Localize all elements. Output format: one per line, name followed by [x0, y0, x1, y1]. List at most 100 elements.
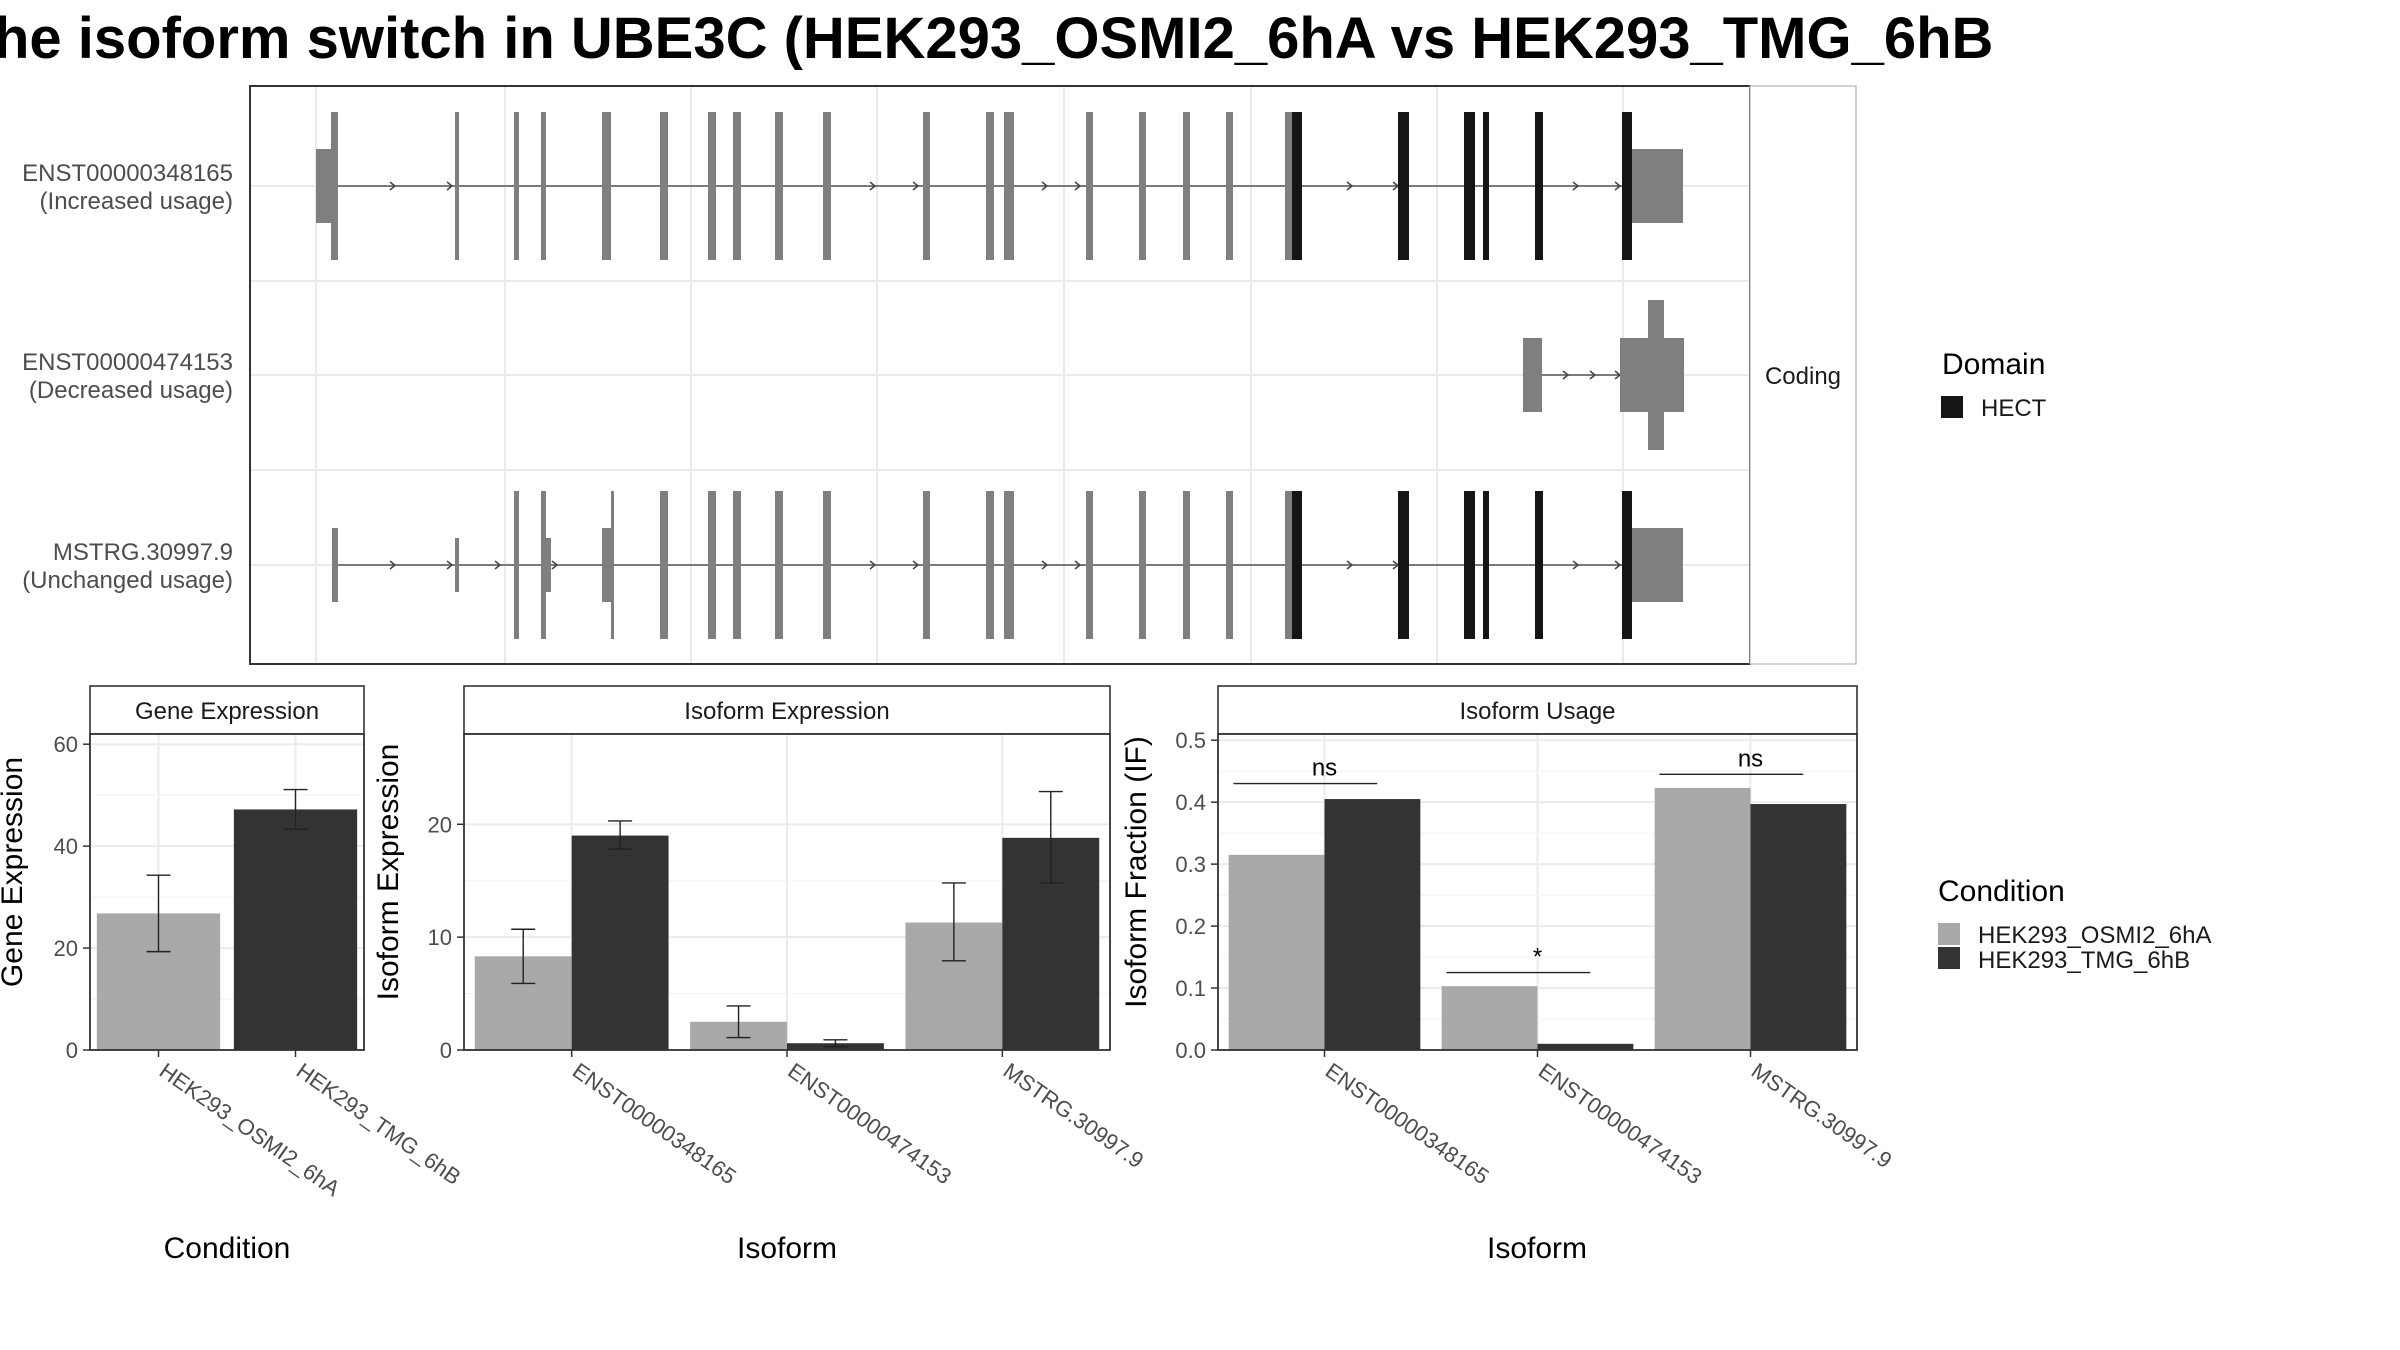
exon	[660, 491, 668, 639]
condition-legend-swatch	[1938, 947, 1960, 969]
exon	[708, 491, 716, 639]
y-tick-label: 10	[428, 925, 452, 950]
figure-title: he isoform switch in UBE3C (HEK293_OSMI2…	[0, 6, 1993, 71]
significance-label: *	[1533, 944, 1542, 971]
bar	[233, 809, 358, 1050]
exon	[514, 112, 519, 260]
exon	[611, 491, 614, 639]
panel-strip-title: Isoform Usage	[1459, 698, 1615, 725]
y-tick-label: 0.5	[1175, 728, 1206, 753]
intron-direction-arrow	[1562, 370, 1570, 380]
exon	[1483, 112, 1489, 260]
panel-border	[1217, 733, 1858, 1051]
y-tick-label: 60	[54, 732, 78, 757]
utr-exon	[543, 538, 551, 592]
bar-panel: Isoform Expression ENST00000348165 ENST000…	[372, 685, 1148, 1265]
bar	[571, 835, 669, 1050]
exon	[455, 538, 459, 592]
significance-label: ns	[1738, 745, 1763, 772]
panel-border	[463, 733, 1111, 1051]
x-tick-label: ENST00000474153	[1534, 1058, 1707, 1189]
intron-direction-arrow	[1572, 560, 1580, 570]
exon	[1183, 491, 1190, 639]
exon	[923, 112, 930, 260]
intron-direction-arrow	[1589, 370, 1597, 380]
intron-direction-arrow	[446, 560, 454, 570]
y-tick-label: 0.0	[1175, 1038, 1206, 1063]
exon	[1086, 491, 1093, 639]
exon	[1648, 300, 1664, 450]
y-tick-label: 40	[54, 834, 78, 859]
y-tick-label: 20	[428, 812, 452, 837]
intron-direction-arrow	[912, 181, 920, 191]
exon	[1464, 491, 1475, 639]
intron-direction-arrow	[912, 560, 920, 570]
domain-legend-swatch	[1941, 396, 1963, 418]
exon	[455, 112, 459, 260]
y-tick-label: 0.4	[1175, 790, 1206, 815]
exon	[1622, 491, 1632, 639]
panel-strip	[89, 685, 365, 735]
row-label-id: ENST00000348165	[22, 160, 233, 187]
exon	[332, 528, 338, 602]
exon	[602, 112, 611, 260]
exon	[1086, 112, 1093, 260]
transcript-row	[316, 112, 1683, 260]
exon	[602, 528, 611, 602]
row-label-id: MSTRG.30997.9	[53, 539, 233, 566]
condition-legend-label: HEK293_OSMI2_6hA	[1978, 922, 2211, 949]
panel-strip	[1217, 685, 1858, 735]
panel-strip-title: Gene Expression	[135, 698, 319, 725]
condition-legend-title: Condition	[1938, 875, 2065, 908]
exon	[1139, 491, 1146, 639]
utr-exon	[1523, 338, 1542, 412]
utr-exon	[1631, 149, 1683, 223]
exon	[660, 112, 668, 260]
intron-direction-arrow	[551, 560, 559, 570]
intron-direction-arrow	[1346, 181, 1354, 191]
condition-legend: Condition HEK293_OSMI2_6hA HEK293_TMG_6h…	[1938, 875, 2211, 974]
intron-direction-arrow	[1572, 181, 1580, 191]
intron-direction-arrow	[389, 181, 397, 191]
bar	[1750, 804, 1847, 1050]
transcript-row	[332, 491, 1683, 639]
condition-legend-swatch	[1938, 923, 1960, 945]
row-label-usage: (Decreased usage)	[29, 377, 233, 404]
x-tick-label: ENST00000348165	[1321, 1058, 1494, 1189]
exon	[1292, 112, 1302, 260]
exon	[541, 491, 546, 639]
intron-direction-arrow	[446, 181, 454, 191]
exon	[986, 112, 994, 260]
y-axis-title: Isoform Expression	[372, 744, 405, 1001]
transcript-row	[1523, 300, 1684, 450]
intron-direction-arrow	[869, 181, 877, 191]
significance-label: ns	[1312, 755, 1337, 782]
bar	[1537, 1043, 1634, 1050]
intron-direction-arrow	[1074, 560, 1082, 570]
domain-legend: Domain HECT	[1941, 348, 2047, 422]
exon	[1226, 491, 1233, 639]
exon	[514, 491, 519, 639]
exon	[1183, 112, 1190, 260]
utr-exon	[1631, 528, 1683, 602]
condition-legend-label: HEK293_TMG_6hB	[1978, 947, 2190, 974]
intron-direction-arrow	[1614, 181, 1622, 191]
exon	[986, 491, 994, 639]
coding-strip-label: Coding	[1765, 363, 1841, 390]
y-axis-title: Isoform Fraction (IF)	[1120, 736, 1153, 1008]
exon	[775, 112, 783, 260]
x-axis-title: Isoform	[1487, 1232, 1587, 1265]
exon	[733, 491, 741, 639]
row-label-id: ENST00000474153	[22, 349, 233, 376]
exon	[1226, 112, 1233, 260]
y-tick-label: 0.1	[1175, 976, 1206, 1001]
exon	[923, 491, 930, 639]
exon	[1139, 112, 1146, 260]
y-axis-title: Gene Expression	[0, 757, 29, 987]
exon	[331, 112, 338, 260]
exon	[1398, 491, 1409, 639]
bar	[1654, 787, 1751, 1050]
x-tick-label: MSTRG.30997.9	[1747, 1058, 1897, 1173]
intron-direction-arrow	[1041, 181, 1049, 191]
